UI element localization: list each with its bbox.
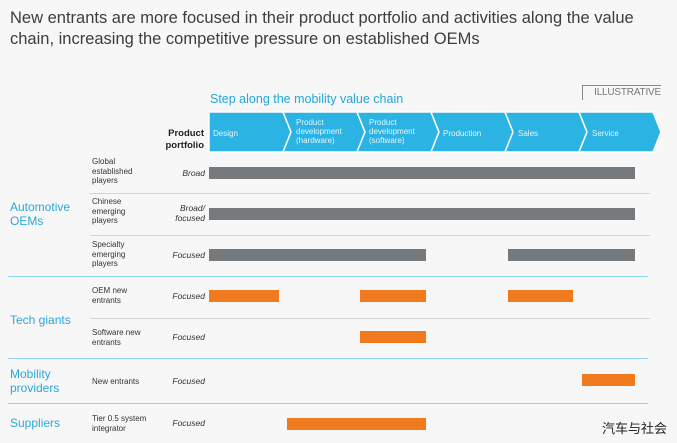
step-label-product-dev-hardware: Product development (hardware) xyxy=(296,118,342,145)
row-divider xyxy=(90,193,650,194)
row-divider xyxy=(90,235,650,236)
watermark-text: 汽车与社会 xyxy=(601,422,667,437)
coverage-bar xyxy=(360,331,427,343)
player-tier-05-integrator: Tier 0.5 system integrator xyxy=(92,414,147,433)
portfolio-oem-new-entrants: Focused xyxy=(172,291,205,301)
group-divider xyxy=(8,358,648,359)
group-label-mobility-providers: Mobility providers xyxy=(10,367,60,395)
illustrative-badge: ILLUSTRATIVE xyxy=(582,85,661,100)
product-portfolio-header: Product portfolio xyxy=(165,128,204,151)
group-label-tech-giants: Tech giants xyxy=(10,313,71,327)
coverage-bar xyxy=(507,290,574,302)
chevron-service xyxy=(577,111,662,153)
portfolio-mobility-new-entrants: Focused xyxy=(172,376,205,386)
player-global-established: Global established players xyxy=(92,157,133,185)
player-specialty-emerging: Specialty emerging players xyxy=(92,240,126,268)
step-label-design: Design xyxy=(213,129,238,138)
page-title: New entrants are more focused in their p… xyxy=(10,9,634,48)
player-chinese-emerging: Chinese emerging players xyxy=(92,197,126,225)
coverage-bar xyxy=(209,167,636,179)
portfolio-tier-05-integrator: Focused xyxy=(172,418,205,428)
step-label-production: Production xyxy=(443,129,482,138)
portfolio-global-established: Broad xyxy=(182,168,205,178)
coverage-bar xyxy=(507,249,636,261)
player-oem-new-entrants: OEM new entrants xyxy=(92,286,128,305)
portfolio-chinese-emerging: Broad/ focused xyxy=(175,203,205,223)
group-label-suppliers: Suppliers xyxy=(10,416,61,430)
group-divider xyxy=(8,276,648,277)
coverage-bar xyxy=(581,374,636,386)
coverage-bar xyxy=(286,418,427,430)
step-label-service: Service xyxy=(592,129,619,138)
portfolio-software-new-entrants: Focused xyxy=(172,332,205,342)
step-label-sales: Sales xyxy=(518,129,539,138)
group-divider xyxy=(8,403,648,404)
portfolio-specialty-emerging: Focused xyxy=(172,250,205,260)
step-label-product-dev-software: Product development (software) xyxy=(369,118,415,145)
player-mobility-new-entrants: New entrants xyxy=(92,377,140,386)
group-label-automotive-oems: Automotive OEMs xyxy=(10,200,71,228)
player-software-new-entrants: Software new entrants xyxy=(92,328,141,347)
value-chain-label: Step along the mobility value chain xyxy=(210,92,404,106)
coverage-bar xyxy=(209,290,279,302)
row-divider xyxy=(90,318,650,319)
coverage-bar xyxy=(360,290,427,302)
coverage-bar xyxy=(209,249,427,261)
coverage-bar xyxy=(209,208,636,220)
